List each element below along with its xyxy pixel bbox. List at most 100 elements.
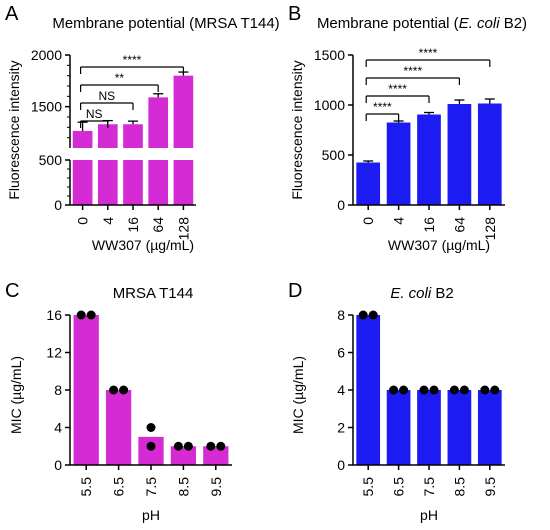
panel-title: MRSA T144	[113, 285, 194, 302]
panel-title: Membrane potential (E. coli B2)	[317, 15, 527, 32]
title-part: Membrane potential (MRSA T144)	[52, 15, 279, 32]
y-tick-label: 1500	[314, 47, 345, 63]
bar	[417, 390, 441, 465]
y-tick-label: 1000	[314, 97, 345, 113]
x-tick-label: 9.5	[208, 477, 224, 497]
x-tick-label: 64	[150, 217, 166, 233]
significance-label: ****	[123, 53, 142, 67]
bar	[97, 160, 118, 205]
y-tick-label: 4	[337, 382, 345, 398]
data-point	[146, 441, 156, 451]
data-point	[368, 310, 378, 320]
y-axis-label: Fluorescence intensity	[289, 60, 305, 199]
data-point	[86, 310, 96, 320]
bar	[105, 390, 132, 465]
y-tick-label: 500	[39, 152, 63, 168]
data-point	[459, 385, 469, 395]
x-tick-label: 8.5	[175, 477, 191, 497]
title-suffix: B2	[431, 285, 454, 302]
data-point	[206, 441, 216, 451]
bar	[170, 446, 197, 465]
significance-label: **	[115, 71, 125, 85]
x-tick-label: 5.5	[360, 477, 376, 497]
x-tick-label: 9.5	[482, 477, 498, 497]
data-point	[389, 385, 399, 395]
y-tick-label: 1500	[31, 99, 62, 115]
bar	[203, 446, 229, 465]
data-point	[399, 385, 409, 395]
data-point	[449, 385, 459, 395]
x-tick-label: 0	[360, 217, 376, 225]
data-point	[173, 441, 183, 451]
x-axis-label: pH	[420, 507, 438, 523]
x-tick-label: 0	[75, 217, 91, 225]
x-axis-label: WW307 (µg/mL)	[388, 237, 490, 253]
x-tick-label: 128	[482, 217, 498, 241]
significance-label: ****	[373, 100, 392, 114]
data-point	[358, 310, 368, 320]
panel-b: B Membrane potential (E. coli B2) Fluoresc…	[288, 3, 527, 253]
bar	[356, 315, 381, 465]
x-tick-label: 16	[125, 217, 141, 233]
data-point	[480, 385, 490, 395]
bar	[386, 122, 411, 205]
bar	[477, 103, 502, 205]
y-axis-label: Fluorescence intensity	[6, 60, 22, 199]
bar	[72, 130, 93, 148]
data-point	[76, 310, 86, 320]
panel-c: C MRSA T144 MIC (µg/mL) pH 0 4 8 12 16 5.5 6.5 7.5 8…	[5, 280, 232, 523]
y-tick-label: 16	[46, 307, 62, 323]
y-axis-label: MIC (µg/mL)	[8, 356, 24, 434]
bar	[447, 104, 472, 205]
x-axis-label: pH	[142, 507, 160, 523]
bar	[447, 390, 472, 465]
panel-d: D E. coli B2 MIC (µg/mL) pH 0 2 4 6 8 5.5 6.5 7.5 8.…	[288, 280, 505, 523]
bar	[148, 97, 169, 148]
y-tick-label: 4	[54, 420, 62, 436]
bar	[148, 160, 169, 205]
significance-label: NS	[86, 107, 103, 121]
bar	[72, 160, 93, 205]
data-point	[216, 441, 226, 451]
significance-label: ****	[419, 46, 438, 60]
title-part: MRSA T144	[113, 285, 194, 302]
bar	[173, 75, 194, 148]
y-tick-label: 0	[54, 197, 62, 213]
data-point	[419, 385, 429, 395]
y-axis-label: MIC (µg/mL)	[290, 356, 306, 434]
title-part: Membrane potential (	[317, 15, 459, 32]
panel-letter: C	[5, 280, 19, 302]
bar	[123, 160, 143, 205]
significance-label: NS	[98, 89, 115, 103]
panel-title: E. coli B2	[390, 285, 453, 302]
y-tick-label: 8	[337, 307, 345, 323]
x-tick-label: 6.5	[391, 477, 407, 497]
bar	[477, 390, 502, 465]
title-italic: E. coli	[459, 15, 501, 32]
panel-letter: A	[5, 3, 19, 25]
x-tick-label: 4	[391, 217, 407, 225]
bar	[356, 162, 381, 205]
y-tick-label: 0	[54, 457, 62, 473]
panel-title: Membrane potential (MRSA T144)	[52, 15, 279, 32]
x-axis-label: WW307 (µg/mL)	[92, 237, 194, 253]
bar	[138, 436, 164, 465]
panel-a: A Membrane potential (MRSA T144) Fluoresce…	[5, 3, 280, 253]
y-tick-label: 6	[337, 345, 345, 361]
panel-letter: B	[288, 3, 301, 25]
data-point	[429, 385, 439, 395]
x-tick-label: 7.5	[143, 477, 159, 497]
data-point	[146, 423, 156, 432]
bar	[123, 124, 143, 148]
panel-letter: D	[288, 280, 302, 302]
bar	[97, 124, 118, 148]
bar	[417, 114, 441, 205]
x-tick-label: 7.5	[421, 477, 437, 497]
y-tick-label: 12	[46, 345, 62, 361]
axis-break-gap	[68, 149, 198, 159]
bar	[386, 390, 411, 465]
bar	[73, 315, 99, 465]
y-tick-label: 8	[54, 382, 62, 398]
y-tick-label: 2	[337, 420, 345, 436]
